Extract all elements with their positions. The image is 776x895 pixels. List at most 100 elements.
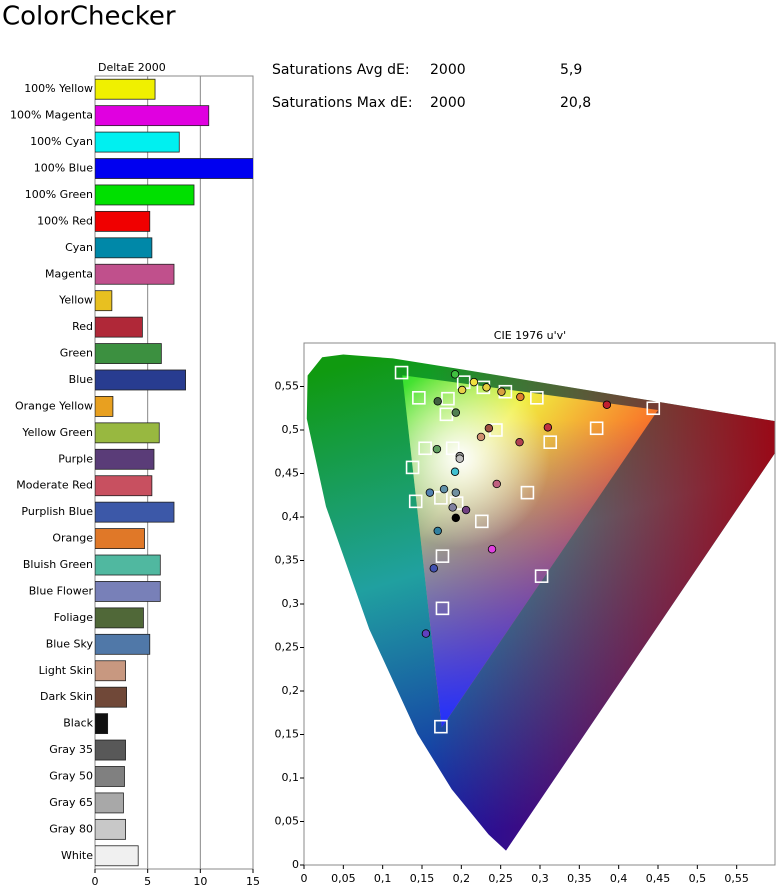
measured-point bbox=[516, 392, 525, 402]
x-tick-label: 0,25 bbox=[488, 872, 513, 885]
category-label: Cyan bbox=[65, 241, 93, 254]
bar bbox=[95, 501, 175, 523]
measured-point bbox=[432, 444, 442, 454]
y-tick-label: 0,55 bbox=[275, 380, 300, 393]
x-tick-label: 0,05 bbox=[331, 872, 356, 885]
measured-point bbox=[450, 370, 460, 379]
measured-point bbox=[487, 544, 497, 554]
measured-point bbox=[497, 387, 506, 396]
category-label: Dark Skin bbox=[40, 690, 93, 703]
measured-point bbox=[461, 505, 471, 515]
category-label: Yellow bbox=[58, 294, 93, 307]
y-tick-label: 0,05 bbox=[275, 815, 300, 828]
target-square bbox=[408, 494, 423, 509]
bar bbox=[95, 210, 151, 232]
target-square bbox=[434, 719, 448, 734]
target-square bbox=[441, 391, 455, 406]
x-tick-label: 10 bbox=[193, 875, 207, 888]
category-label: Gray 65 bbox=[49, 796, 93, 809]
category-label: Gray 80 bbox=[49, 822, 93, 835]
measured-point bbox=[484, 424, 494, 433]
bar bbox=[95, 158, 253, 179]
category-label: 100% Blue bbox=[34, 162, 94, 175]
x-tick-label: 0,5 bbox=[689, 872, 707, 885]
category-label: Purple bbox=[58, 452, 93, 465]
x-tick-label: 5 bbox=[144, 875, 151, 888]
y-tick-label: 0,2 bbox=[282, 684, 300, 697]
y-tick-label: 0,15 bbox=[275, 728, 300, 741]
measured-point bbox=[543, 423, 553, 432]
x-tick-label: 0,4 bbox=[610, 872, 628, 885]
category-label: Light Skin bbox=[39, 664, 93, 677]
measured-point bbox=[482, 383, 491, 392]
bars bbox=[95, 78, 253, 867]
category-label: 100% Cyan bbox=[30, 135, 93, 148]
target-square bbox=[435, 601, 450, 616]
target-square bbox=[530, 391, 544, 405]
measured-point bbox=[451, 408, 461, 417]
y-tick-label: 0,4 bbox=[282, 510, 300, 523]
bar bbox=[95, 263, 175, 285]
bar bbox=[95, 660, 126, 682]
category-label: Black bbox=[63, 717, 93, 730]
stat-label: Saturations Max dE: bbox=[272, 95, 413, 111]
target-square bbox=[534, 569, 549, 583]
bar bbox=[95, 713, 109, 735]
bar bbox=[95, 633, 151, 655]
measured-point bbox=[450, 467, 460, 476]
points bbox=[394, 365, 661, 734]
x-tick-label: 0,3 bbox=[531, 872, 549, 885]
category-label: Blue bbox=[69, 373, 94, 386]
category-label: Red bbox=[72, 320, 93, 333]
stat-standard: 2000 bbox=[430, 62, 466, 78]
target-square bbox=[445, 441, 460, 456]
y-tick-label: 0 bbox=[292, 858, 299, 871]
stat-standard: 2000 bbox=[430, 95, 466, 111]
target-square bbox=[405, 460, 420, 475]
category-label: Purplish Blue bbox=[21, 505, 93, 518]
target-square bbox=[646, 401, 661, 416]
bar bbox=[95, 237, 153, 259]
category-label: Gray 50 bbox=[49, 769, 93, 782]
measured-point bbox=[476, 432, 486, 442]
bar bbox=[95, 739, 126, 761]
bar bbox=[95, 845, 139, 867]
measured-point bbox=[425, 488, 435, 497]
bar bbox=[95, 607, 144, 629]
measured-point bbox=[429, 564, 438, 573]
measured-point bbox=[433, 526, 442, 536]
measured-point bbox=[451, 488, 461, 497]
x-tick-label: 15 bbox=[246, 875, 260, 888]
chart-title: CIE 1976 u'v' bbox=[494, 329, 566, 342]
category-label: Gray 35 bbox=[49, 743, 93, 756]
bar bbox=[95, 766, 125, 787]
measured-point bbox=[455, 454, 464, 463]
bar bbox=[95, 475, 153, 497]
cie-background bbox=[306, 354, 775, 851]
category-label: Blue Flower bbox=[29, 584, 94, 597]
x-tick-label: 0,35 bbox=[567, 872, 592, 885]
target-square bbox=[418, 441, 432, 456]
stat-value: 20,8 bbox=[560, 95, 591, 111]
y-tick-label: 0,45 bbox=[275, 467, 300, 480]
category-label: 100% Yellow bbox=[24, 82, 93, 95]
category-label: Yellow Green bbox=[21, 426, 93, 439]
bar bbox=[95, 528, 145, 549]
target-square bbox=[435, 549, 450, 563]
measured-point bbox=[439, 484, 449, 494]
measured-point bbox=[515, 437, 524, 447]
category-label: 100% Green bbox=[25, 188, 93, 201]
measured-point bbox=[469, 377, 479, 387]
x-tick-label: 0,2 bbox=[453, 872, 471, 885]
measured-point bbox=[433, 397, 442, 406]
stat-label: Saturations Avg dE: bbox=[272, 62, 410, 78]
category-label: Moderate Red bbox=[16, 479, 93, 492]
bar bbox=[95, 184, 195, 206]
target-square bbox=[589, 421, 604, 436]
category-label: Green bbox=[60, 347, 93, 360]
measured-point bbox=[602, 400, 612, 409]
y-tick-label: 0,35 bbox=[275, 554, 300, 567]
stat-value: 5,9 bbox=[560, 62, 582, 78]
